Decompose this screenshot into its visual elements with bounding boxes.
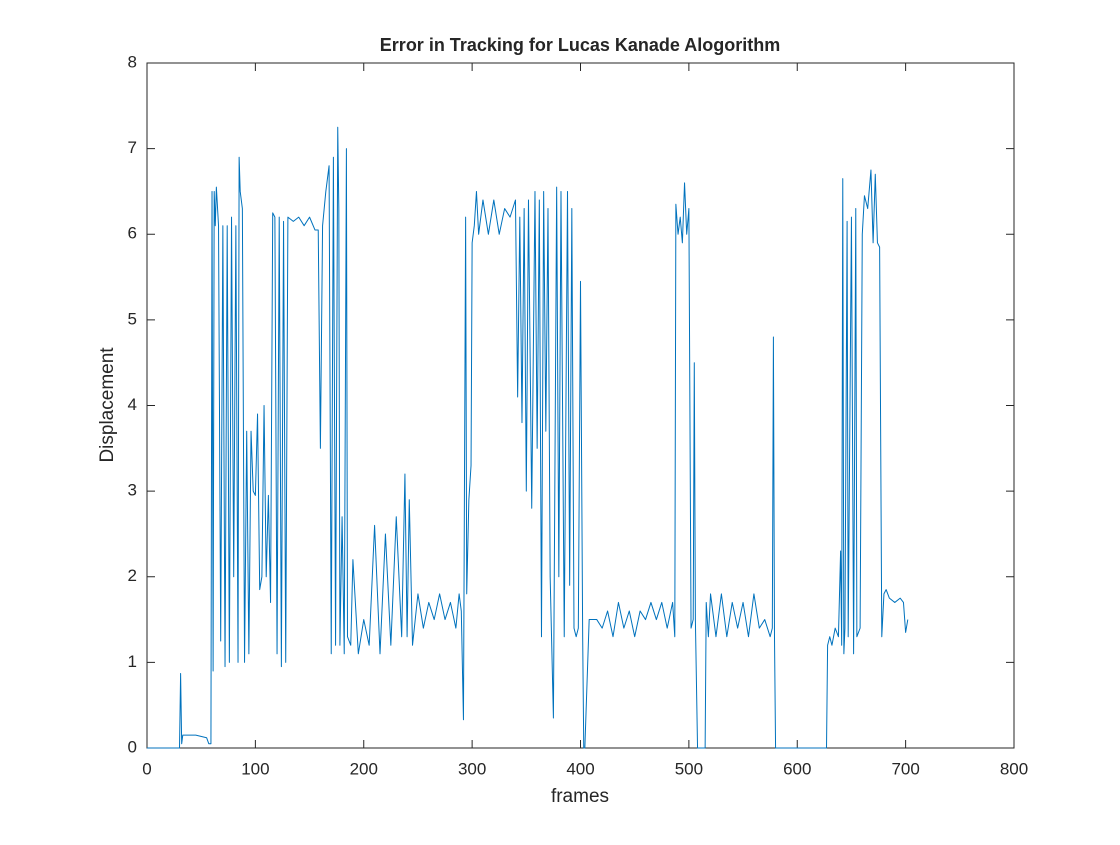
x-tick-label: 100 [241,759,269,778]
y-tick-label: 2 [128,566,137,585]
y-tick-label: 5 [128,309,137,328]
x-tick-label: 800 [1000,759,1028,778]
y-tick-label: 6 [128,224,137,243]
x-tick-label: 0 [142,759,151,778]
y-tick-label: 3 [128,481,137,500]
chart-title: Error in Tracking for Lucas Kanade Alogo… [380,35,780,55]
x-tick-label: 300 [458,759,486,778]
y-axis-label: Displacement [97,347,118,463]
y-tick-label: 0 [128,737,137,756]
x-tick-label: 500 [675,759,703,778]
y-tick-label: 1 [128,652,137,671]
x-tick-label: 700 [891,759,919,778]
y-tick-label: 7 [128,138,137,157]
x-tick-label: 400 [566,759,594,778]
y-tick-label: 8 [128,52,137,71]
x-axis-label: frames [551,786,609,807]
data-line [147,126,909,749]
x-tick-label: 600 [783,759,811,778]
x-tick-label: 200 [350,759,378,778]
y-tick-label: 4 [128,395,137,414]
